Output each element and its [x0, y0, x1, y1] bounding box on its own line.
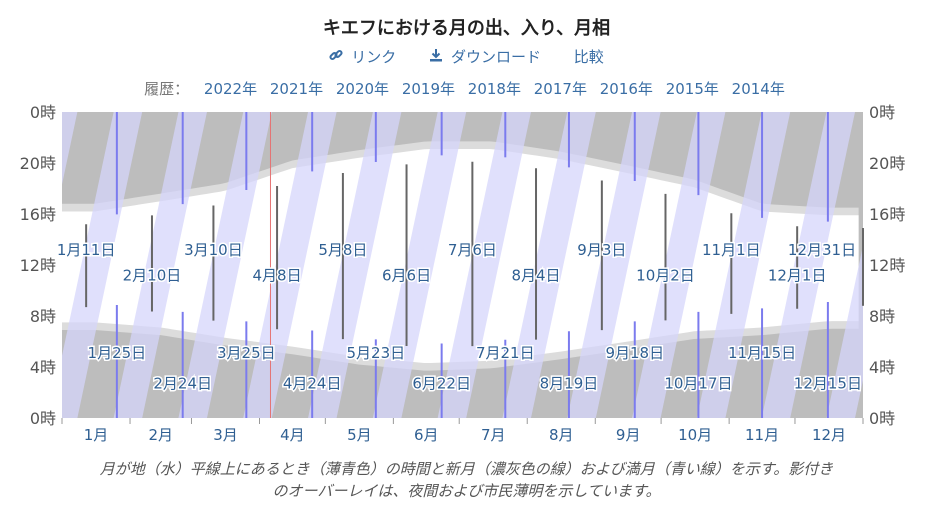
y-tick-left: 12時 — [20, 256, 56, 275]
y-tick-left: 0時 — [30, 409, 56, 428]
moon-up-band — [372, 112, 467, 418]
y-tick-right: 4時 — [869, 358, 895, 377]
moon-up-band — [696, 112, 791, 418]
moon-up-band — [437, 112, 531, 418]
full-moon-label: 9月18日 — [605, 344, 664, 362]
history-year-2014[interactable]: 2014年 — [731, 80, 785, 98]
month-label: 4月 — [280, 426, 305, 444]
full-moon-label: 4月24日 — [283, 375, 342, 393]
new-moon-label: 6月6日 — [382, 266, 431, 284]
month-label: 6月 — [414, 426, 439, 444]
new-moon-label: 7月6日 — [448, 241, 497, 259]
new-moon-label: 4月8日 — [253, 266, 302, 284]
history-year-2019[interactable]: 2019年 — [401, 80, 456, 98]
moon-up-band — [502, 112, 596, 418]
chart-title: キエフにおける月の出、入り、月相 — [322, 18, 611, 39]
history-year-2018[interactable]: 2018年 — [467, 80, 521, 98]
new-moon-label: 11月1日 — [702, 241, 761, 259]
y-tick-left: 0時 — [30, 103, 56, 122]
moon-up-band — [761, 112, 856, 418]
history-year-2016[interactable]: 2016年 — [599, 80, 653, 98]
new-moon-label: 10月2日 — [636, 266, 695, 284]
full-moon-label: 2月24日 — [153, 375, 212, 393]
y-tick-right: 8時 — [869, 307, 895, 326]
history-label: 履歴： — [144, 80, 190, 98]
moon-up-band — [62, 112, 78, 185]
moon-up-band — [178, 112, 272, 418]
history-year-2022[interactable]: 2022年 — [203, 80, 258, 98]
download-button[interactable]: ダウンロード — [429, 48, 546, 66]
moon-up-band — [62, 112, 143, 418]
download-label: ダウンロード — [450, 48, 541, 66]
moon-up-band — [0, 112, 13, 418]
link-label: リンク — [351, 48, 397, 66]
full-moon-label: 12月15日 — [794, 375, 862, 393]
full-moon-label: 1月25日 — [88, 344, 147, 362]
link-icon — [329, 48, 343, 66]
full-moon-label: 3月25日 — [217, 344, 276, 362]
month-label: 10月 — [678, 426, 712, 444]
y-tick-right: 0時 — [869, 409, 895, 428]
new-moon-label: 5月8日 — [318, 241, 367, 259]
new-moon-label: 9月3日 — [577, 241, 626, 259]
download-icon — [429, 48, 443, 66]
history-bar: 履歴： 2022年 2021年 2020年 2019年 2018年 2017年 … — [0, 78, 933, 99]
compare-button[interactable]: 比較 — [573, 48, 604, 66]
full-moon-label: 7月21日 — [476, 344, 535, 362]
new-moon-label: 8月4日 — [511, 266, 560, 284]
month-label: 8月 — [549, 426, 574, 444]
new-moon-label: 3月10日 — [184, 241, 243, 259]
new-moon-label: 1月11日 — [57, 241, 116, 259]
y-tick-right: 0時 — [869, 103, 895, 122]
full-moon-label: 6月22日 — [412, 375, 471, 393]
y-tick-left: 4時 — [30, 358, 56, 377]
moon-up-band — [308, 112, 402, 418]
full-moon-label: 5月23日 — [346, 344, 405, 362]
caption-line-2: のオーバーレイは、夜間および市民薄明を示しています。 — [272, 482, 661, 500]
month-label: 11月 — [745, 426, 779, 444]
full-moon-label: 8月19日 — [540, 375, 599, 393]
history-year-2020[interactable]: 2020年 — [335, 80, 390, 98]
month-label: 3月 — [213, 426, 238, 444]
history-year-2021[interactable]: 2021年 — [269, 80, 324, 98]
toolbar: リンク ダウンロード 比較 — [0, 46, 933, 67]
full-moon-label: 10月17日 — [664, 375, 732, 393]
month-label: 7月 — [481, 426, 506, 444]
new-moon-label: 12月31日 — [788, 241, 856, 259]
moon-up-band — [567, 112, 661, 418]
caption-line-1: 月が地（水）平線上にあるとき（薄青色）の時間と新月（濃灰色の線）および満月（青い… — [99, 460, 834, 478]
chart-caption: 月が地（水）平線上にあるとき（薄青色）の時間と新月（濃灰色の線）および満月（青い… — [0, 458, 933, 502]
link-button[interactable]: リンク — [329, 48, 401, 66]
new-moon-label: 2月10日 — [123, 266, 182, 284]
month-label: 2月 — [148, 426, 173, 444]
new-moon-label: 12月1日 — [768, 266, 827, 284]
history-year-2017[interactable]: 2017年 — [533, 80, 587, 98]
moon-up-band — [243, 112, 337, 418]
y-tick-left: 16時 — [20, 205, 56, 224]
history-year-2015[interactable]: 2015年 — [665, 80, 719, 98]
month-label: 1月 — [84, 426, 109, 444]
month-label: 5月 — [347, 426, 372, 444]
month-label: 12月 — [812, 426, 846, 444]
moon-up-band — [632, 112, 726, 418]
y-tick-right: 12時 — [869, 256, 905, 275]
y-tick-left: 8時 — [30, 307, 56, 326]
full-moon-label: 11月15日 — [728, 344, 796, 362]
y-tick-right: 20時 — [869, 154, 905, 173]
y-tick-right: 16時 — [869, 205, 905, 224]
month-label: 9月 — [616, 426, 641, 444]
y-tick-left: 20時 — [20, 154, 56, 173]
